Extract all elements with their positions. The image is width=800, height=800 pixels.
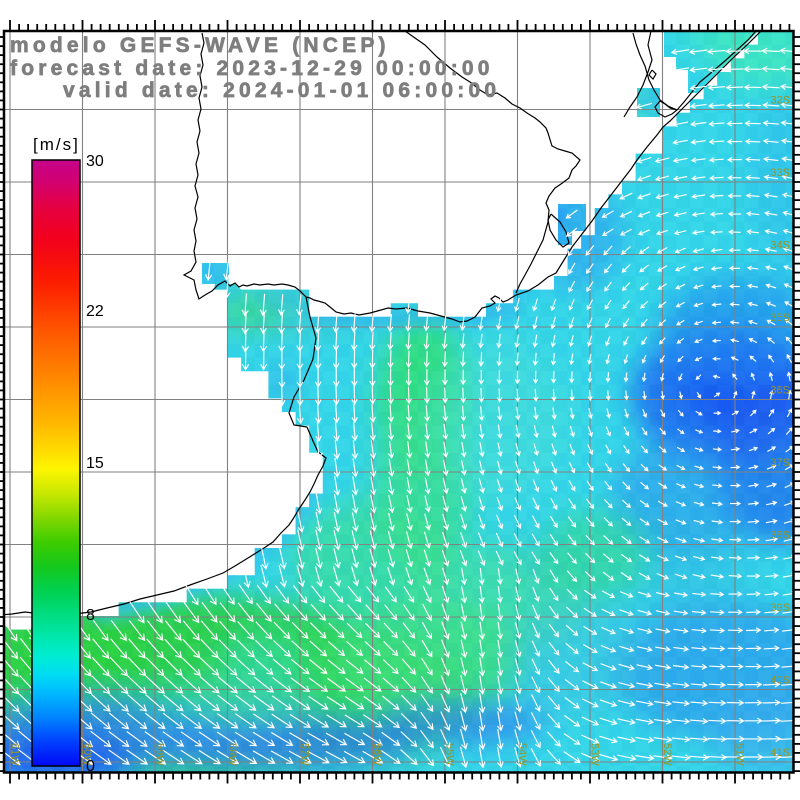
svg-text:0: 0: [86, 758, 95, 775]
svg-text:8: 8: [86, 607, 95, 624]
svg-text:30: 30: [86, 153, 104, 170]
svg-text:37S: 37S: [770, 457, 790, 469]
svg-text:53W: 53W: [589, 743, 601, 766]
svg-text:modelo GEFS-WAVE (NCEP): modelo GEFS-WAVE (NCEP): [10, 34, 390, 57]
svg-text:54W: 54W: [516, 743, 528, 766]
svg-text:15: 15: [86, 455, 104, 472]
svg-text:[m/s]: [m/s]: [33, 135, 80, 154]
svg-text:51W: 51W: [734, 743, 746, 766]
svg-text:39S: 39S: [770, 602, 790, 614]
svg-text:33S: 33S: [770, 167, 790, 179]
svg-text:22: 22: [86, 303, 104, 320]
svg-text:57W: 57W: [299, 743, 311, 766]
svg-text:59W: 59W: [154, 743, 166, 766]
svg-text:forecast date: 2023-12-29 00:0: forecast date: 2023-12-29 00:00:00: [10, 57, 494, 80]
svg-text:60W: 60W: [81, 743, 93, 766]
svg-text:56W: 56W: [371, 743, 383, 766]
svg-text:valid date: 2024-01-01 06:00:0: valid date: 2024-01-01 06:00:00: [63, 79, 500, 102]
svg-text:52W: 52W: [661, 743, 673, 766]
svg-text:36S: 36S: [770, 385, 790, 397]
svg-text:35S: 35S: [770, 312, 790, 324]
svg-text:41S: 41S: [770, 747, 790, 759]
svg-text:38S: 38S: [770, 530, 790, 542]
svg-text:34S: 34S: [770, 240, 790, 252]
svg-text:55W: 55W: [444, 743, 456, 766]
svg-text:40S: 40S: [770, 675, 790, 687]
svg-text:58W: 58W: [226, 743, 238, 766]
svg-text:61W: 61W: [9, 743, 21, 766]
svg-text:32S: 32S: [770, 95, 790, 107]
